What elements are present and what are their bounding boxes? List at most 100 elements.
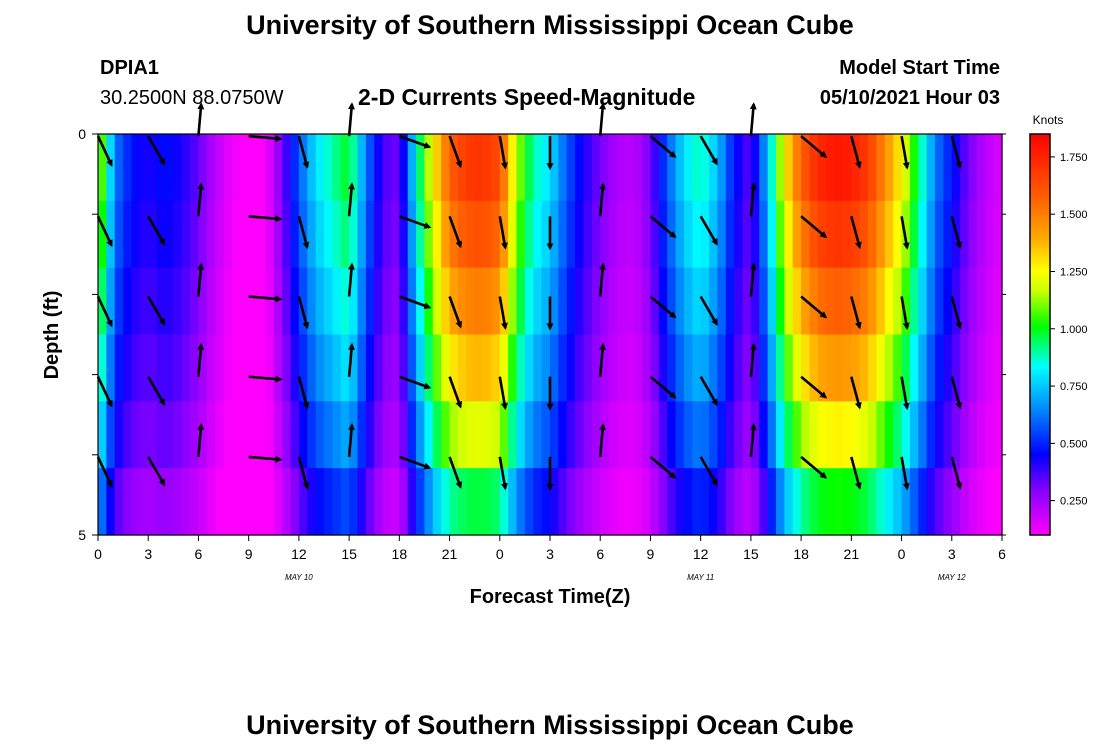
heatmap-cell: [365, 267, 375, 336]
colorbar-tick-label: 0.250: [1060, 496, 1088, 508]
heatmap-cell: [432, 334, 442, 402]
heatmap-cell: [683, 200, 693, 269]
colorbar: Knots 0.250 0.500 0.750 1.000 1.250 1.500 1.75…: [1029, 113, 1088, 536]
heatmap-cell: [131, 468, 141, 536]
heatmap-cell: [231, 468, 241, 536]
heatmap-cell: [809, 200, 819, 269]
heatmap-cell: [357, 267, 367, 336]
heatmap-cell: [826, 468, 836, 536]
heatmap-cell: [156, 134, 166, 202]
x-tick-label: 18: [793, 546, 809, 562]
heatmap-cell: [307, 401, 317, 469]
heatmap-cell: [784, 334, 794, 402]
heatmap-cell: [675, 134, 685, 202]
heatmap-cell: [215, 134, 225, 202]
heatmap-cell: [993, 200, 1003, 269]
heatmap-cell: [98, 134, 107, 202]
heatmap-cell: [340, 134, 350, 202]
heatmap-cell: [692, 134, 702, 202]
heatmap-cell: [742, 200, 752, 269]
current-vector: [598, 262, 607, 297]
current-vector: [649, 295, 677, 319]
heatmap-cell: [960, 401, 970, 469]
heatmap-cell: [541, 334, 551, 402]
heatmap-cell: [776, 134, 785, 202]
current-vector: [197, 102, 205, 137]
heatmap-cell: [566, 200, 576, 269]
heatmap-cell: [390, 334, 400, 402]
heatmap-cell: [98, 468, 107, 536]
heatmap-cell: [533, 267, 543, 336]
heatmap-cell: [575, 401, 585, 469]
heatmap-cell: [960, 267, 970, 336]
heatmap-cell: [943, 267, 953, 336]
heatmap-cell: [968, 267, 978, 336]
heatmap-cell: [759, 468, 769, 536]
heatmap-cell: [324, 401, 333, 469]
current-vector: [448, 376, 463, 409]
heatmap-cell: [759, 200, 769, 269]
heatmap-cell: [466, 334, 476, 402]
colorbar-unit-label: Knots: [1033, 113, 1064, 127]
heatmap-cell: [374, 334, 384, 402]
heatmap-cell: [206, 267, 216, 336]
heatmap-cell: [667, 334, 677, 402]
heatmap-cell: [692, 267, 702, 336]
heatmap-cell: [223, 401, 233, 469]
heatmap-cell: [432, 401, 442, 469]
heatmap-cell: [516, 267, 526, 336]
heatmap-cell: [909, 334, 919, 402]
heatmap-cell: [834, 468, 844, 536]
heatmap-cell: [876, 334, 886, 402]
heatmap-cell: [190, 468, 200, 536]
heatmap-cell: [625, 267, 635, 336]
current-vector: [699, 376, 718, 407]
heatmap-cell: [792, 334, 802, 402]
heatmap-cell: [550, 468, 559, 536]
heatmap-cell: [968, 468, 978, 536]
heatmap-cell: [139, 200, 149, 269]
model-start-label: Model Start Time: [839, 57, 1000, 79]
heatmap-cell: [407, 468, 417, 536]
heatmap-cell: [240, 267, 250, 336]
heatmap-cell: [591, 134, 601, 202]
heatmap-cell: [282, 334, 292, 402]
heatmap-cell: [533, 401, 543, 469]
heatmap-cell: [608, 401, 618, 469]
heatmap-cell: [290, 401, 300, 469]
heatmap-cell: [734, 334, 744, 402]
heatmap-cell: [985, 468, 995, 536]
current-vector: [248, 295, 283, 303]
heatmap-cell: [784, 134, 794, 202]
current-vector: [398, 134, 432, 149]
current-vector: [598, 423, 607, 458]
heatmap-cell: [424, 334, 434, 402]
heatmap-cell: [683, 267, 693, 336]
heatmap-cell: [792, 267, 802, 336]
current-vector: [900, 456, 910, 491]
heatmap-cell: [776, 200, 785, 269]
heatmap-cell: [424, 200, 434, 269]
heatmap-cell: [106, 334, 116, 402]
heatmap-cell: [324, 468, 333, 536]
heatmap-cell: [374, 401, 384, 469]
heatmap-cell: [240, 401, 250, 469]
heatmap-cell: [935, 134, 945, 202]
current-vector: [699, 456, 718, 487]
heatmap-cell: [884, 134, 894, 202]
heatmap-cell: [290, 267, 300, 336]
heatmap-cell: [148, 401, 158, 469]
heatmap-cell: [483, 334, 493, 402]
heatmap-cell: [248, 134, 258, 202]
heatmap-cell: [374, 267, 384, 336]
current-vector: [950, 296, 963, 330]
heatmap-cell: [508, 200, 518, 269]
heatmap-cell: [642, 267, 652, 336]
heatmap-cell: [876, 134, 886, 202]
current-vector: [147, 215, 166, 246]
heatmap-cell: [449, 200, 459, 269]
heatmap-cell: [976, 267, 986, 336]
heatmap-cell: [499, 468, 509, 536]
heatmap-cell: [951, 267, 961, 336]
heatmap-cell: [976, 334, 986, 402]
